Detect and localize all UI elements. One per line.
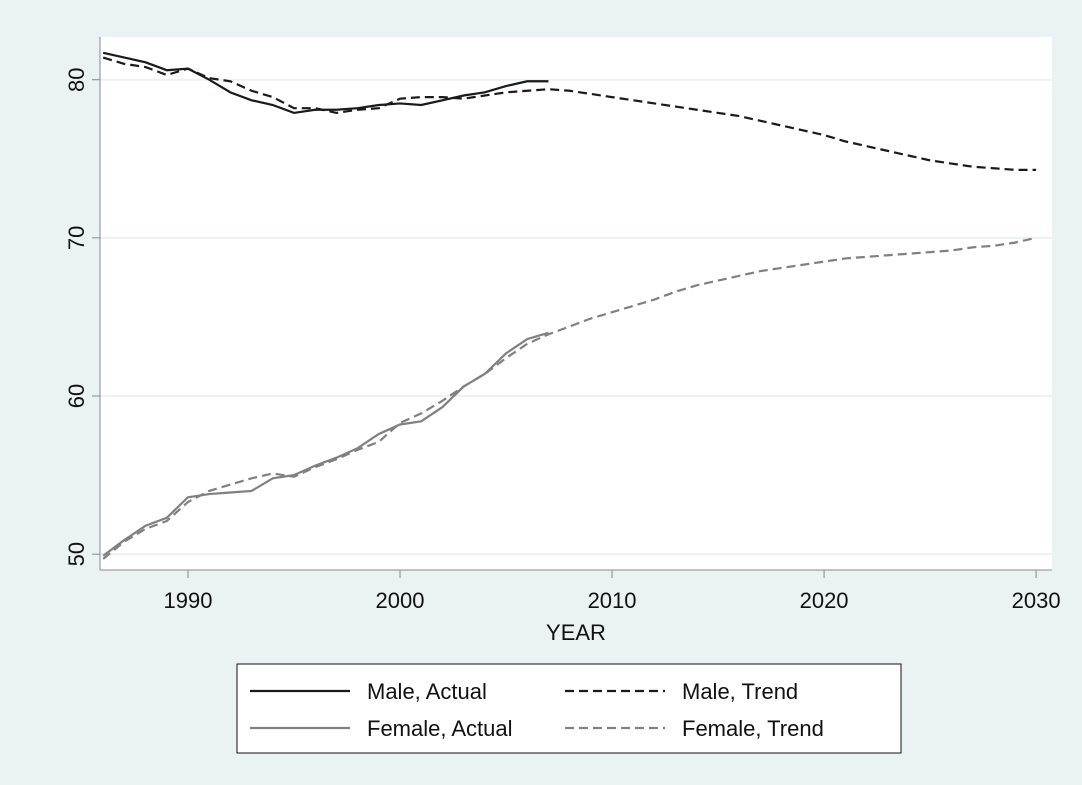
x-tick-label: 1990 xyxy=(164,588,213,613)
y-tick-label: 80 xyxy=(64,67,89,91)
x-tick-label: 2020 xyxy=(800,588,849,613)
x-tick-label: 2000 xyxy=(376,588,425,613)
plot-area xyxy=(100,37,1052,570)
series-line xyxy=(102,51,549,115)
y-tick-label: 70 xyxy=(64,226,89,250)
y-tick-label: 60 xyxy=(64,384,89,408)
x-tick-label: 2010 xyxy=(588,588,637,613)
x-axis-label: YEAR xyxy=(546,620,606,645)
x-tick-label: 2030 xyxy=(1012,588,1061,613)
legend-label: Female, Trend xyxy=(682,716,824,741)
series-line xyxy=(102,56,1037,171)
legend-label: Male, Trend xyxy=(682,679,798,704)
legend-label: Female, Actual xyxy=(367,716,513,741)
legend xyxy=(236,663,902,754)
y-tick-label: 50 xyxy=(64,542,89,566)
legend-label: Male, Actual xyxy=(367,679,487,704)
